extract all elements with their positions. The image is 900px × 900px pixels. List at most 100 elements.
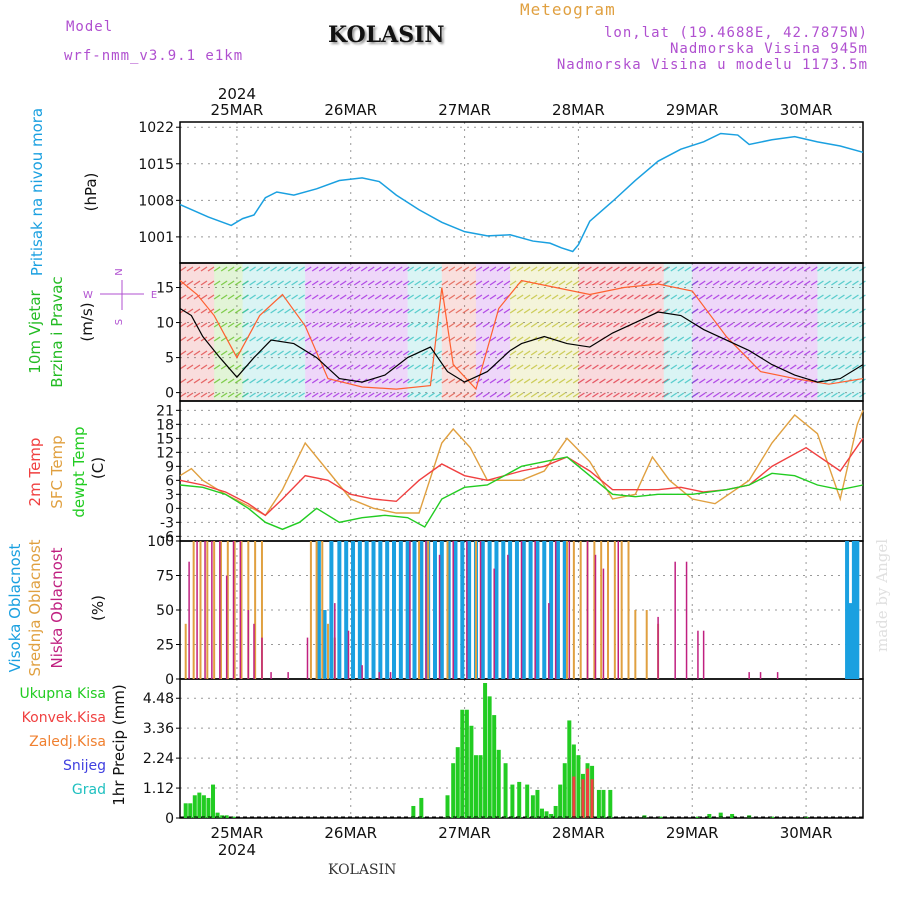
wind-barb [627,364,634,370]
wind-barb [768,378,776,384]
wind-barb [402,294,410,300]
wind-barb [572,322,580,328]
wind-barb [304,322,312,328]
wind-barb [775,266,783,272]
wind-barb [270,322,277,328]
wind-barb [606,280,613,286]
wind-barb [733,266,741,272]
cloud-bar [357,541,362,679]
x-tick-label-bottom: 26MAR [324,824,377,842]
cloud-bar [239,541,242,679]
wind-barb [482,336,490,342]
wind-barb [613,392,620,398]
wind-barb [325,266,333,272]
wind-barb [845,350,852,356]
precip-bar [464,709,469,818]
wind-barb [838,364,845,370]
cloud-bar [184,623,187,679]
wind-barb [469,280,477,286]
wind-barb [516,364,524,370]
wind-barb [475,280,483,286]
wind-barb [740,336,748,342]
wind-speed-line [179,308,864,383]
wind-barb [523,322,531,328]
wind-barb [726,392,734,398]
wind-barb [318,392,326,398]
y-tick-label: 10 [156,316,174,332]
wind-barb [747,392,755,398]
cloud-bar [634,610,637,679]
wind-barb [339,364,347,370]
y-tick-label: 5 [165,351,174,367]
wind-barb [565,336,573,342]
cloud-bar [321,541,324,679]
wind-barb [523,308,531,314]
wind-barb [496,336,504,342]
wind-barb [186,294,194,300]
wind-barb [551,364,559,370]
wind-barb [242,308,249,314]
cloud-bar [439,541,444,679]
wind-barb [462,322,470,328]
wind-barb [627,350,634,356]
wind-barb [407,308,415,314]
wind-barb [277,308,284,314]
wind-barb [193,294,201,300]
wind-barb [634,280,641,286]
precip-bar [469,725,474,818]
wind-barb [213,378,221,384]
precip-bar [492,715,497,818]
wind-barb [339,308,347,314]
wind-barb [530,392,538,398]
wind-barb [421,280,429,286]
wind-barb [585,322,592,328]
wind-barb [462,350,470,356]
wind-band [180,263,215,401]
wind-barb [613,322,620,328]
wind-barb [381,294,389,300]
wind-barb [360,308,368,314]
wind-barb [509,336,517,342]
wind-barb [565,350,573,356]
wind-barb [311,322,319,328]
cloud-bar [219,541,221,679]
wind-barb [402,336,410,342]
wind-barb [374,266,382,272]
wind-barb [845,280,852,286]
wind-barb [655,364,662,370]
wind-barb [367,266,375,272]
wind-barb [503,266,511,272]
wind-barb [353,280,361,286]
wind-barb [475,378,483,384]
wind-barb [620,322,627,328]
wind-barb [332,322,340,328]
wind-barb [220,308,228,314]
wind-barb [852,322,859,328]
wind-barb [627,308,634,314]
wind-barb [220,294,228,300]
wind-barb [435,350,443,356]
cloud-bar [438,554,441,679]
wind-barb [677,308,685,314]
wind-barb [831,266,838,272]
wind-barb [655,322,662,328]
wind-barb [332,294,340,300]
wind-barb [482,378,490,384]
wind-barb [754,378,762,384]
wind-barb [648,294,655,300]
cloud-bar [254,541,257,679]
wind-barb [838,308,845,314]
cloud-bar [306,637,309,679]
precip-bar [707,813,712,818]
wind-barb [395,378,403,384]
wind-barb [414,364,422,370]
cloud-bar [351,541,356,679]
wind-barb [719,350,727,356]
wind-barb [824,350,831,356]
wind-barb [824,336,831,342]
cloud-bar [344,541,349,679]
wind-barb [551,322,559,328]
wind-barb [712,266,720,272]
wind-barb [648,350,655,356]
wind-barb [585,336,592,342]
